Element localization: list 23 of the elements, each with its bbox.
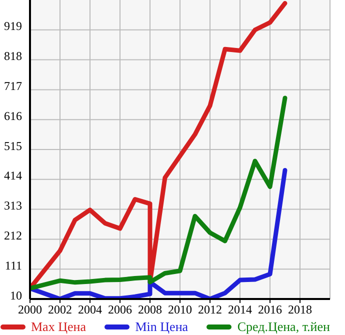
y-tick-label: 717 — [4, 78, 22, 93]
y-tick-label: 212 — [4, 228, 22, 242]
y-tick-label: 818 — [4, 49, 22, 64]
x-tick-label: 2014 — [228, 302, 252, 317]
x-tick-label: 2006 — [108, 302, 132, 317]
y-tick-label: 515 — [4, 138, 22, 153]
x-tick-label: 2000 — [18, 302, 42, 317]
x-tick-label: 2002 — [48, 302, 72, 317]
y-tick-label: 313 — [4, 198, 22, 213]
x-tick-label: 2012 — [198, 302, 222, 317]
legend-label: Min Цена — [134, 319, 188, 335]
legend-label: Max Цена — [30, 319, 86, 335]
y-tick-label: 919 — [4, 19, 22, 34]
x-tick-label: 2016 — [258, 302, 282, 317]
y-tick-label: 616 — [4, 108, 22, 123]
x-tick-label: 2008 — [138, 302, 162, 317]
legend-label: Сред.Цена, т.йен — [236, 319, 330, 335]
x-tick-label: 2004 — [78, 302, 102, 317]
y-tick-label: 111 — [4, 258, 22, 272]
y-tick-label: 10 — [10, 288, 22, 302]
x-tick-label: 2010 — [168, 302, 192, 317]
y-tick-label: 414 — [4, 168, 22, 183]
x-tick-label: 2018 — [288, 302, 312, 317]
